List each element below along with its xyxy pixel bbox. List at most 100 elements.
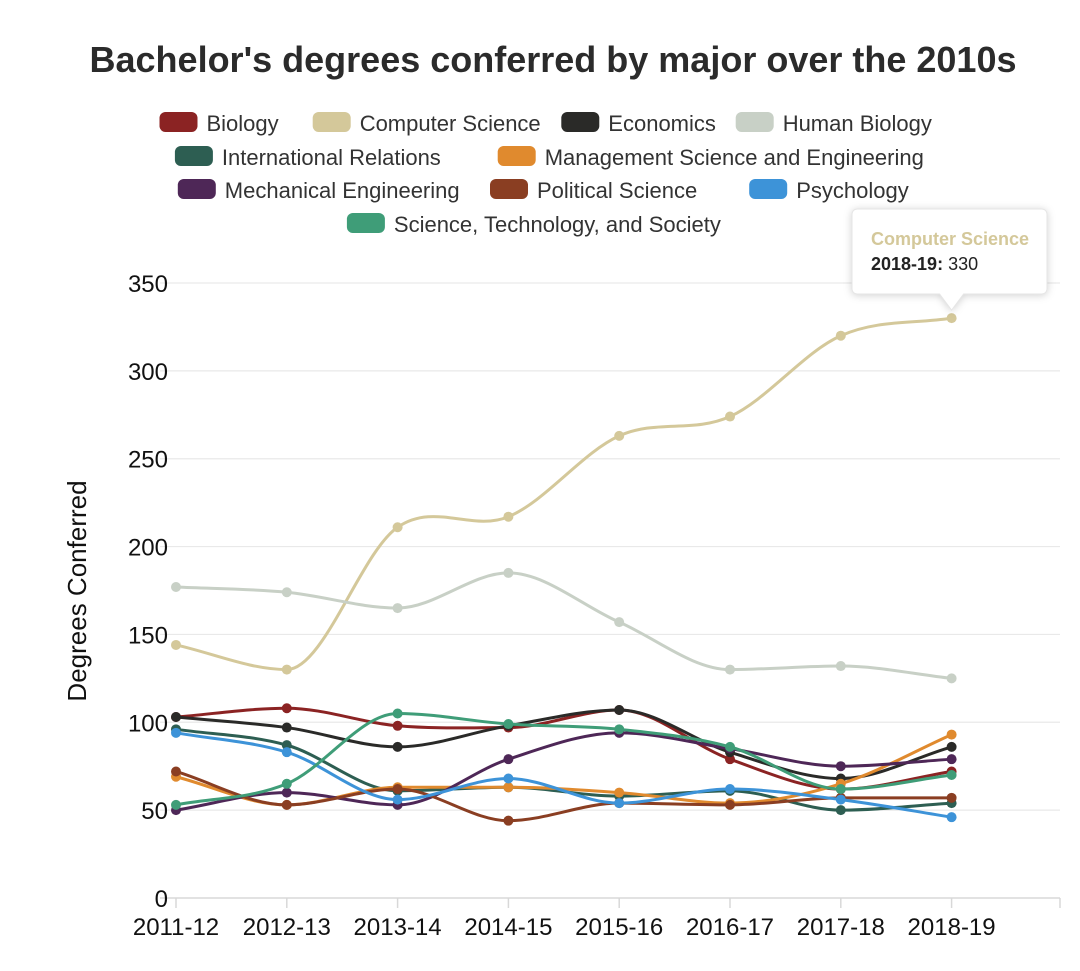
- series-line[interactable]: [174, 727, 954, 812]
- data-point[interactable]: [281, 747, 292, 758]
- data-point[interactable]: [946, 729, 957, 740]
- data-point[interactable]: [503, 782, 514, 793]
- y-tick-label: 200: [128, 535, 168, 562]
- data-point[interactable]: [503, 719, 514, 730]
- data-point[interactable]: [946, 770, 957, 780]
- data-point[interactable]: [725, 411, 735, 422]
- y-tick-label: 0: [155, 886, 168, 913]
- data-point[interactable]: [946, 313, 957, 324]
- data-point[interactable]: [281, 799, 292, 810]
- data-point[interactable]: [392, 522, 403, 533]
- data-point[interactable]: [946, 792, 957, 803]
- data-point[interactable]: [281, 587, 292, 598]
- legend-item-science-technology-and-society[interactable]: Science, Technology, and Society: [346, 212, 721, 237]
- legend-item-biology[interactable]: Biology: [159, 111, 279, 136]
- data-point[interactable]: [835, 805, 846, 816]
- legend-item-mechanical-engineering[interactable]: Mechanical Engineering: [177, 178, 460, 203]
- data-point[interactable]: [614, 724, 625, 735]
- data-point[interactable]: [835, 784, 846, 795]
- data-point[interactable]: [725, 784, 735, 795]
- legend-label: Political Science: [537, 178, 697, 203]
- x-tick-label: 2015-16: [575, 914, 663, 941]
- data-point[interactable]: [725, 799, 735, 810]
- data-point[interactable]: [835, 330, 846, 341]
- data-point[interactable]: [946, 754, 957, 765]
- series-line[interactable]: [174, 731, 954, 812]
- legend-swatch: [177, 179, 216, 199]
- data-point[interactable]: [946, 812, 957, 823]
- data-point[interactable]: [725, 664, 735, 675]
- data-point[interactable]: [281, 664, 292, 675]
- legend-item-management-science-and-engineering[interactable]: Management Science and Engineering: [497, 145, 924, 170]
- data-point[interactable]: [392, 741, 403, 752]
- y-tick-label: 350: [128, 271, 168, 298]
- data-point[interactable]: [281, 722, 292, 733]
- data-point[interactable]: [503, 754, 514, 765]
- data-point[interactable]: [835, 661, 846, 672]
- data-point[interactable]: [725, 754, 735, 765]
- data-point[interactable]: [171, 712, 181, 723]
- series-science-technology-and-society[interactable]: [171, 708, 957, 810]
- legend-swatch: [174, 146, 213, 166]
- legend-swatch: [561, 112, 600, 132]
- series-line[interactable]: [174, 733, 954, 807]
- legend-item-psychology[interactable]: Psychology: [749, 178, 909, 203]
- data-point[interactable]: [503, 567, 514, 578]
- series-computer-science[interactable]: [171, 313, 957, 675]
- x-tick-label: 2018-19: [908, 914, 996, 941]
- legend-item-political-science[interactable]: Political Science: [490, 178, 697, 203]
- data-point[interactable]: [614, 787, 625, 798]
- data-point[interactable]: [392, 708, 403, 719]
- data-point[interactable]: [946, 673, 957, 684]
- tooltip-series-name: Computer Science: [871, 229, 1029, 249]
- data-point[interactable]: [614, 704, 625, 715]
- data-point[interactable]: [392, 720, 403, 731]
- x-tick-label: 2011-12: [133, 914, 219, 941]
- data-point[interactable]: [171, 766, 181, 777]
- series-psychology[interactable]: [171, 727, 957, 823]
- data-point[interactable]: [392, 603, 403, 614]
- legend-item-human-biology[interactable]: Human Biology: [735, 111, 932, 136]
- data-point[interactable]: [614, 617, 625, 628]
- data-point[interactable]: [946, 741, 957, 752]
- legend: Biology Computer Science Economics Human Bi…: [159, 111, 932, 237]
- series-line[interactable]: [174, 571, 954, 680]
- data-point[interactable]: [503, 511, 514, 522]
- series-line[interactable]: [174, 708, 954, 781]
- tooltip: Computer Science 2018-19: 330: [851, 208, 1048, 311]
- legend-item-computer-science[interactable]: Computer Science: [312, 111, 541, 136]
- data-point[interactable]: [171, 639, 181, 650]
- data-point[interactable]: [281, 703, 292, 714]
- data-point[interactable]: [614, 430, 625, 441]
- series-line[interactable]: [174, 731, 954, 819]
- data-point[interactable]: [392, 794, 403, 805]
- data-point[interactable]: [614, 798, 625, 809]
- data-point[interactable]: [503, 815, 514, 826]
- data-point[interactable]: [171, 581, 181, 592]
- tooltip-value-line: 2018-19: 330: [871, 254, 978, 274]
- data-point[interactable]: [503, 773, 514, 784]
- data-point[interactable]: [392, 784, 403, 795]
- data-point[interactable]: [281, 740, 292, 751]
- chart-title: Bachelor's degrees conferred by major ov…: [90, 39, 1017, 80]
- legend-item-international-relations[interactable]: International Relations: [174, 145, 441, 170]
- data-point[interactable]: [835, 761, 846, 772]
- legend-label: Biology: [207, 111, 279, 136]
- tooltip-box: [851, 208, 1048, 311]
- legend-label: International Relations: [222, 145, 441, 170]
- legend-label: Mechanical Engineering: [225, 178, 460, 203]
- legend-item-economics[interactable]: Economics: [561, 111, 716, 136]
- legend-label: Science, Technology, and Society: [394, 212, 721, 237]
- series-human-biology[interactable]: [171, 567, 957, 684]
- data-point[interactable]: [171, 727, 181, 738]
- data-point[interactable]: [725, 741, 735, 752]
- series-line[interactable]: [174, 316, 954, 672]
- series-line[interactable]: [174, 712, 954, 807]
- data-point[interactable]: [281, 778, 292, 789]
- data-point[interactable]: [835, 794, 846, 805]
- x-tick-label: 2016-17: [686, 914, 774, 941]
- legend-swatch: [159, 112, 198, 132]
- data-point[interactable]: [171, 799, 181, 810]
- y-tick-label: 300: [128, 359, 168, 386]
- data-point[interactable]: [281, 787, 292, 798]
